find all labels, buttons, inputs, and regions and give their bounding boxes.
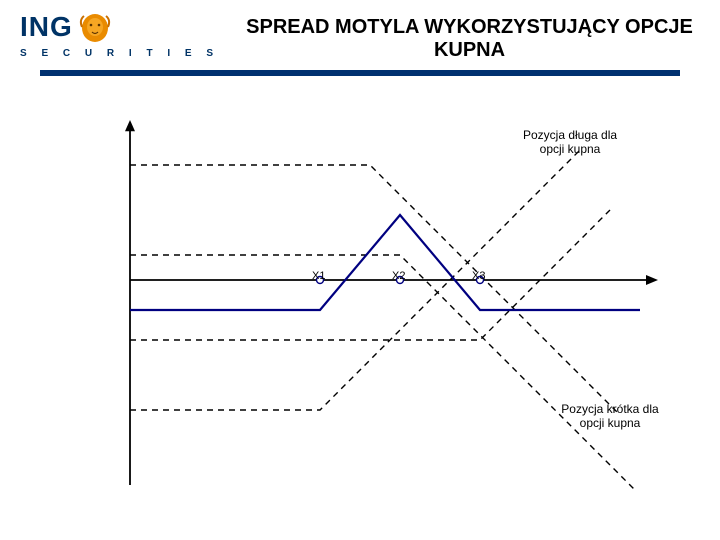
chart-svg [120, 120, 680, 490]
brand-text: ING [20, 11, 73, 43]
x-label-x2: X2 [392, 270, 405, 282]
annotation-long-call: Pozycja długa dlaopcji kupna [500, 128, 640, 157]
x-label-x3: X3 [472, 270, 485, 282]
page-title: SPREAD MOTYLA WYKORZYSTUJĄCY OPCJE KUPNA [239, 10, 700, 62]
lion-icon [77, 10, 113, 44]
annotation-short-call: Pozycja krótka dlaopcji kupna [540, 402, 680, 431]
logo-top: ING [20, 10, 219, 44]
brand-subtext: S E C U R I T I E S [20, 48, 219, 59]
header: ING S E C U R I T I E S SPREAD MOTYLA WY… [0, 0, 720, 62]
butterfly-chart: Pozycja długa dlaopcji kupna Pozycja kró… [120, 120, 680, 490]
logo-block: ING S E C U R I T I E S [20, 10, 219, 59]
x-label-x1: X1 [312, 270, 325, 282]
header-rule [40, 70, 680, 76]
